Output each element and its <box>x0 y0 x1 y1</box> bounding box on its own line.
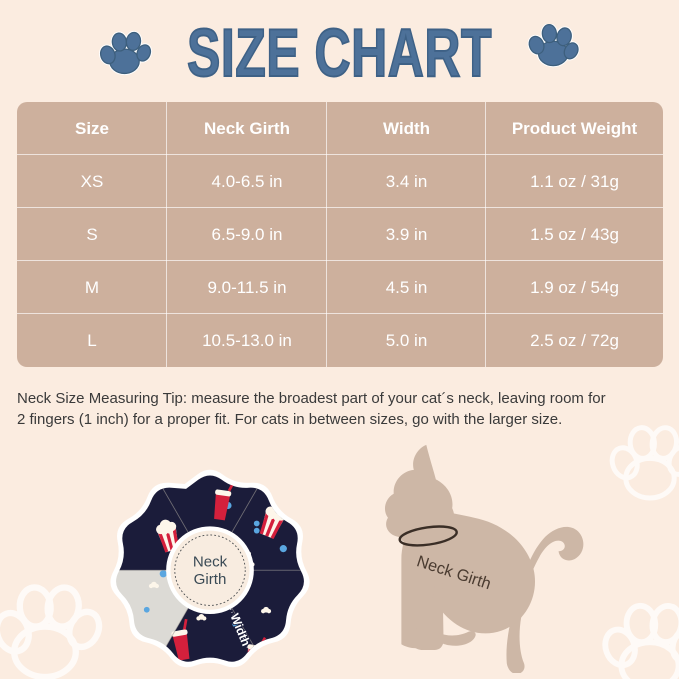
svg-text:Girth: Girth <box>194 571 227 588</box>
svg-text:Neck: Neck <box>193 554 228 571</box>
